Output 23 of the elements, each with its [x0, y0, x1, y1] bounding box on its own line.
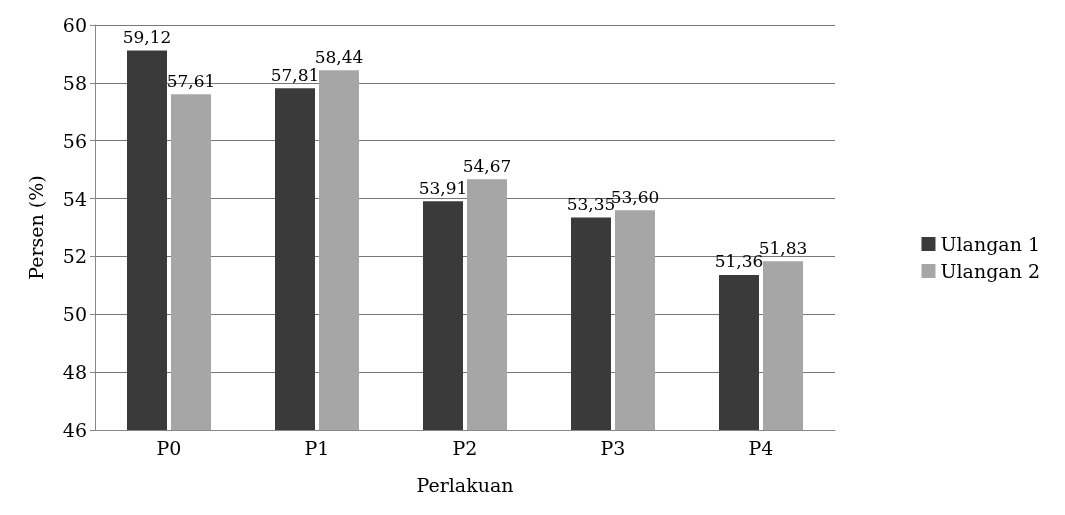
data-label: 57,81	[270, 64, 320, 85]
y-tick-label: 58	[62, 71, 87, 94]
x-tick-label: P2	[452, 436, 478, 459]
y-tick-label: 56	[62, 129, 87, 152]
data-label: 53,91	[418, 177, 468, 198]
data-label: 57,61	[166, 70, 216, 91]
y-tick-label: 46	[62, 419, 87, 441]
y-tick-label: 60	[62, 14, 87, 36]
legend-label: Ulangan 1	[940, 233, 1041, 255]
x-tick-label: P1	[304, 436, 330, 459]
y-tick-label: 50	[62, 303, 87, 326]
y-tick-label: 52	[62, 245, 87, 268]
data-label: 59,12	[122, 26, 172, 47]
legend-label: Ulangan 2	[940, 260, 1041, 282]
data-label: 58,44	[314, 46, 364, 67]
data-label: 54,67	[462, 155, 512, 176]
x-tick-label: P3	[600, 436, 626, 459]
x-tick-label: P0	[156, 436, 182, 459]
y-tick-label: 48	[62, 361, 87, 384]
y-tick-label: 54	[62, 187, 87, 210]
x-tick-label: P4	[748, 436, 774, 459]
x-axis-title: Perlakuan	[416, 473, 514, 496]
y-axis-title: Persen (%)	[24, 175, 47, 280]
